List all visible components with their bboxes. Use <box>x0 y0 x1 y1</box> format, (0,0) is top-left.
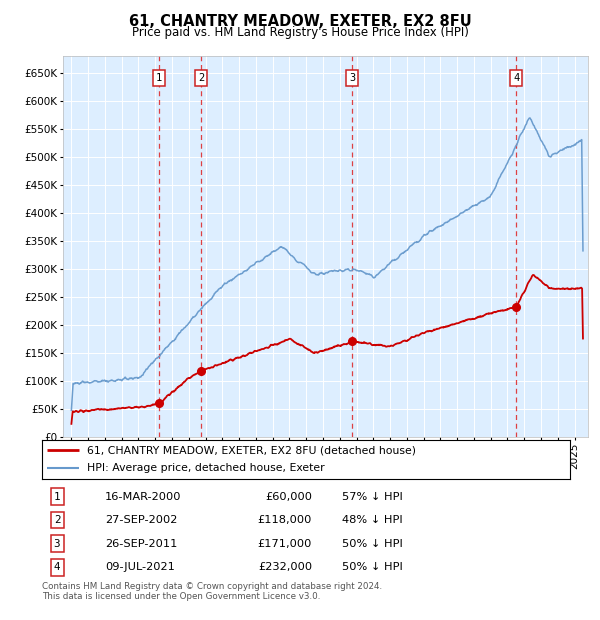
Text: 50% ↓ HPI: 50% ↓ HPI <box>342 539 403 549</box>
Text: £232,000: £232,000 <box>258 562 312 572</box>
Text: 2: 2 <box>198 73 205 83</box>
Text: 2: 2 <box>54 515 60 525</box>
Text: HPI: Average price, detached house, Exeter: HPI: Average price, detached house, Exet… <box>87 463 325 473</box>
Text: Contains HM Land Registry data © Crown copyright and database right 2024.
This d: Contains HM Land Registry data © Crown c… <box>42 582 382 601</box>
Text: 4: 4 <box>513 73 520 83</box>
Text: 3: 3 <box>349 73 355 83</box>
Text: 50% ↓ HPI: 50% ↓ HPI <box>342 562 403 572</box>
Text: 26-SEP-2011: 26-SEP-2011 <box>105 539 178 549</box>
Text: 1: 1 <box>54 492 60 502</box>
Text: Price paid vs. HM Land Registry's House Price Index (HPI): Price paid vs. HM Land Registry's House … <box>131 26 469 39</box>
Text: £60,000: £60,000 <box>265 492 312 502</box>
Text: 09-JUL-2021: 09-JUL-2021 <box>105 562 175 572</box>
Text: 61, CHANTRY MEADOW, EXETER, EX2 8FU: 61, CHANTRY MEADOW, EXETER, EX2 8FU <box>128 14 472 29</box>
Text: 4: 4 <box>54 562 60 572</box>
Text: 16-MAR-2000: 16-MAR-2000 <box>105 492 182 502</box>
Text: 57% ↓ HPI: 57% ↓ HPI <box>342 492 403 502</box>
Text: 48% ↓ HPI: 48% ↓ HPI <box>342 515 403 525</box>
Text: 1: 1 <box>155 73 162 83</box>
Text: 3: 3 <box>54 539 60 549</box>
Text: 27-SEP-2002: 27-SEP-2002 <box>105 515 178 525</box>
Text: £118,000: £118,000 <box>257 515 312 525</box>
Text: £171,000: £171,000 <box>257 539 312 549</box>
Text: 61, CHANTRY MEADOW, EXETER, EX2 8FU (detached house): 61, CHANTRY MEADOW, EXETER, EX2 8FU (det… <box>87 445 416 455</box>
